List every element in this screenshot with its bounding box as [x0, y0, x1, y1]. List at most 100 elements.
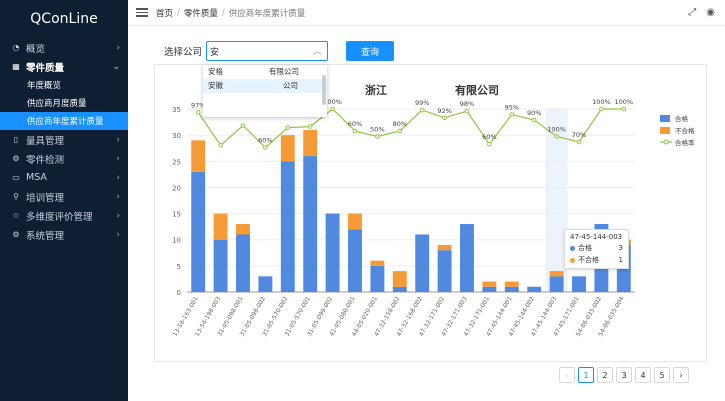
dropdown-option[interactable]: 安格 有限公司	[208, 67, 299, 76]
legend-label: 不合格	[675, 126, 695, 135]
bar-pass	[437, 250, 452, 292]
breadcrumb-current: 供应商年度累计质量	[228, 8, 306, 19]
top-header: 首页 / 零件质量 / 供应商年度累计质量 ⤢ ◉	[128, 0, 725, 26]
tooltip-row: 合格 3	[570, 243, 623, 253]
bar-pass	[258, 276, 273, 292]
breadcrumb-section[interactable]: 零件质量	[183, 8, 218, 19]
bar-pass	[303, 156, 318, 292]
bar-fail	[303, 129, 318, 157]
rate-label: 70%	[572, 131, 586, 139]
y-tick-label: 10	[172, 237, 181, 245]
bar-fail	[348, 213, 362, 230]
legend-swatch-icon	[660, 127, 670, 134]
bar-fail	[549, 271, 564, 277]
company-dropdown: 安格 有限公司 安徽 公司	[203, 65, 327, 117]
page-button-5[interactable]: 5	[654, 367, 670, 383]
bar-fail	[280, 135, 295, 162]
rate-point	[263, 145, 268, 150]
sidebar-item-label: 系统管理	[26, 230, 65, 242]
bar-pass	[280, 161, 295, 292]
chevron-up-icon: ︿	[313, 47, 323, 57]
legend-label: 合格率	[675, 138, 695, 147]
sidebar-subitem[interactable]: 年度概览	[27, 81, 62, 91]
bar-pass	[415, 234, 430, 292]
prev-page-button[interactable]: ‹	[559, 367, 575, 383]
bar-fail	[504, 281, 519, 287]
rate-point	[599, 106, 604, 112]
rate-label: 60%	[258, 137, 272, 145]
y-tick-label: 35	[172, 106, 181, 114]
bar-pass	[325, 213, 340, 292]
rate-point	[285, 125, 291, 131]
bar-pass	[504, 286, 519, 292]
sidebar-item[interactable]: ▭ MSA ›	[0, 168, 128, 187]
app-logo: QConLine	[30, 11, 98, 27]
query-button[interactable]: 查询	[346, 41, 395, 61]
menu-toggle-icon[interactable]	[136, 8, 148, 17]
company-select[interactable]: 安 ︿	[206, 41, 329, 61]
sidebar-item[interactable]: ☆ 多维度评价管理 ›	[0, 206, 128, 225]
rate-label: 50%	[370, 126, 384, 134]
company-filter-label: 选择公司	[164, 47, 203, 58]
user-icon[interactable]: ◉	[706, 7, 715, 18]
dropdown-scrollbar[interactable]	[322, 75, 326, 105]
bar-pass	[460, 224, 474, 292]
sidebar: QConLine ◔ 概览 › ▦ 零件质量 ⌄ 年度概览供应商月度质量供应商年度累计质量 ▯…	[0, 0, 128, 401]
bar-pass	[527, 286, 542, 292]
bar-pass	[370, 265, 385, 292]
sidebar-item-label: 多维度评价管理	[26, 211, 93, 223]
rate-point	[621, 106, 627, 112]
page-button-2[interactable]: 2	[597, 367, 613, 383]
fullscreen-icon[interactable]: ⤢	[688, 7, 697, 18]
pagination: ‹ 1 2 3 4 5 ›	[559, 367, 689, 383]
company-select-value: 安	[210, 47, 220, 58]
sidebar-item[interactable]: ▯ 量具管理 ›	[0, 130, 128, 149]
rate-label: 95%	[505, 104, 519, 112]
chevron-right-icon: ›	[116, 153, 120, 164]
gauge-icon: ▯	[13, 135, 19, 144]
dropdown-option[interactable]: 安徽 公司	[203, 79, 327, 93]
dropdown-option[interactable]	[203, 93, 327, 107]
bar-pass	[348, 229, 362, 292]
bar-fail	[191, 140, 206, 172]
tooltip-row: 不合格 1	[570, 255, 623, 265]
y-tick-label: 25	[172, 158, 181, 166]
sidebar-item-label: 培训管理	[26, 192, 65, 204]
bar-pass	[191, 171, 206, 292]
y-tick-label: 5	[177, 263, 181, 271]
rate-point	[531, 117, 537, 123]
rate-label: 98%	[460, 100, 474, 108]
legend-swatch-icon	[660, 115, 670, 122]
rate-label: 99%	[415, 99, 429, 107]
sidebar-item-label: 零件质量	[26, 62, 65, 74]
sidebar-item[interactable]: ⚙ 系统管理 ›	[0, 225, 128, 244]
sidebar-item[interactable]: ⚲ 培训管理 ›	[0, 187, 128, 206]
page-button-4[interactable]: 4	[635, 367, 651, 383]
sidebar-subitem[interactable]: 供应商年度累计质量	[0, 112, 128, 130]
rate-point	[442, 115, 447, 121]
next-page-button[interactable]: ›	[673, 367, 689, 383]
rate-label: 60%	[482, 133, 496, 141]
sidebar-item[interactable]: ▦ 零件质量 ⌄	[0, 57, 128, 76]
page-button-1[interactable]: 1	[578, 367, 594, 383]
y-tick-label: 0	[177, 289, 181, 297]
rate-label: 92%	[437, 107, 451, 115]
sidebar-subitem[interactable]: 供应商月度质量	[27, 99, 87, 109]
bar-fail	[236, 224, 250, 235]
quality-chart: 0510152025303513-56-163-00113-54-198-003…	[172, 98, 695, 338]
sidebar-item[interactable]: ◔ 概览 ›	[0, 38, 128, 57]
chevron-right-icon: ›	[116, 229, 120, 240]
sidebar-item-label: 量具管理	[26, 135, 65, 147]
sidebar-item-label: 概览	[26, 43, 46, 55]
page-button-3[interactable]: 3	[616, 367, 632, 383]
breadcrumb: 首页 / 零件质量 / 供应商年度累计质量	[156, 7, 306, 19]
legend-label: 合格	[675, 114, 689, 123]
sidebar-item[interactable]: ⚙ 零件检测 ›	[0, 149, 128, 168]
bar-fail	[370, 260, 385, 266]
rate-point	[397, 128, 403, 134]
rate-label: 90%	[527, 109, 541, 117]
breadcrumb-home[interactable]: 首页	[156, 8, 174, 19]
bar-pass	[549, 276, 564, 292]
chevron-right-icon: ›	[116, 191, 120, 202]
training-icon: ⚲	[13, 192, 19, 201]
